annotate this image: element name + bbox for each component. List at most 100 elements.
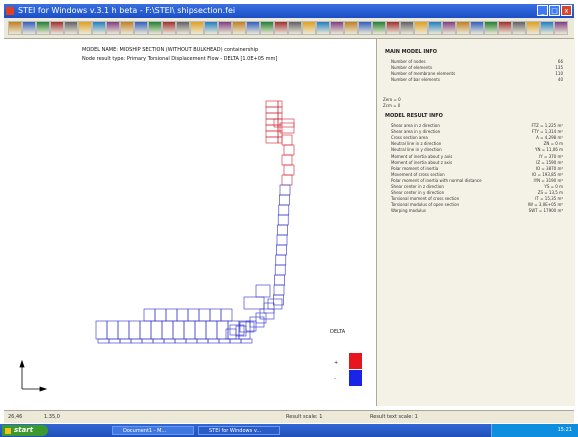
result-value: IY = 370 m⁴: [539, 153, 563, 159]
windows-flag-icon: [5, 428, 11, 434]
toolbar-button-icon[interactable]: [190, 21, 204, 35]
start-button[interactable]: start: [2, 425, 48, 436]
toolbar-button-icon[interactable]: [134, 21, 148, 35]
toolbar-button-icon[interactable]: [316, 21, 330, 35]
taskbar-item-stei[interactable]: STEI for Windows v...: [198, 426, 280, 435]
result-key: Neutral line in z direction: [391, 141, 442, 147]
result-key: Polar moment of inertia: [391, 165, 439, 171]
toolbar-button-icon[interactable]: [50, 21, 64, 35]
mesh-element: [139, 320, 152, 340]
toolbar-button-icon[interactable]: [512, 21, 526, 35]
legend-swatch-negative: [349, 370, 362, 386]
toolbar-button-icon[interactable]: [274, 21, 288, 35]
toolbar-button-icon[interactable]: [64, 21, 78, 35]
status-result-scale: Result scale: 1: [286, 414, 323, 420]
mesh-element: [216, 320, 229, 340]
mesh-element: [154, 308, 167, 322]
toolbar-button-icon[interactable]: [526, 21, 540, 35]
drawing-canvas[interactable]: DELTA + -: [4, 39, 374, 406]
result-row: Cross section area A = 4,298 m²: [391, 135, 563, 140]
toolbar-button-icon[interactable]: [498, 21, 512, 35]
mesh-element: [240, 338, 253, 344]
mesh-element: [278, 204, 290, 216]
status-bar: 26,46 1.35,0 Result scale: 1 Result text…: [4, 410, 574, 423]
result-value: IYN = 3190 m⁴: [533, 177, 563, 183]
mesh-element: [281, 134, 293, 146]
info-key: Number of bar elements: [391, 77, 440, 82]
result-value: ZN = 0 m: [543, 141, 563, 147]
mesh-element: [108, 338, 121, 344]
toolbar-button-icon[interactable]: [442, 21, 456, 35]
toolbar-button-icon[interactable]: [470, 21, 484, 35]
result-key: Shear center in z direction: [391, 184, 444, 189]
result-row: Warping modulus SWT = 17900 m³: [391, 208, 563, 213]
info-row: Number of bar elements 40: [391, 77, 563, 82]
mesh-element: [281, 174, 293, 186]
toolbar-button-icon[interactable]: [232, 21, 246, 35]
toolbar-button-icon[interactable]: [218, 21, 232, 35]
mesh-element: [205, 320, 218, 340]
toolbar-button-icon[interactable]: [456, 21, 470, 35]
mesh-element: [225, 328, 237, 340]
toolbar-button-icon[interactable]: [386, 21, 400, 35]
result-value: YS = 0 m: [544, 184, 563, 189]
toolbar-button-icon[interactable]: [372, 21, 386, 35]
window-titlebar[interactable]: STEI for Windows v.3.1 h beta - F:\STEI\…: [4, 4, 574, 18]
toolbar-button-icon[interactable]: [344, 21, 358, 35]
result-key: Neutral line in y direction: [391, 147, 442, 153]
toolbar-button-icon[interactable]: [540, 21, 554, 35]
toolbar-button-icon[interactable]: [414, 21, 428, 35]
maximize-button[interactable]: □: [549, 5, 560, 16]
toolbar-button-icon[interactable]: [148, 21, 162, 35]
quick-launch[interactable]: [52, 426, 108, 435]
toolbar-button-icon[interactable]: [92, 21, 106, 35]
toolbar-button-icon[interactable]: [302, 21, 316, 35]
result-row: Neutral line in y direction YN = 11,06 m: [391, 147, 563, 152]
toolbar-button-icon[interactable]: [330, 21, 344, 35]
toolbar-button-icon[interactable]: [176, 21, 190, 35]
toolbar-button-icon[interactable]: [554, 21, 568, 35]
toolbar-button-icon[interactable]: [162, 21, 176, 35]
result-info-header: MODEL RESULT INFO: [385, 113, 443, 119]
result-row: Shear area in z direction FTZ = 1,225 m²: [391, 123, 563, 128]
result-row: Shear area in y direction FTY = 1,314 m²: [391, 129, 563, 134]
toolbar-button-icon[interactable]: [8, 21, 22, 35]
minimize-button[interactable]: _: [537, 5, 548, 16]
toolbar-button-icon[interactable]: [484, 21, 498, 35]
result-value: ZS = 13,5 m: [537, 190, 563, 196]
toolbar-button-icon[interactable]: [22, 21, 36, 35]
mesh-element: [277, 112, 283, 120]
mesh-element: [267, 298, 283, 310]
result-row: Polar moment of inertia with normal dist…: [391, 178, 563, 183]
result-key: Moment of inertia about z axis: [391, 159, 453, 165]
result-key: Shear area in y direction: [391, 129, 441, 135]
mesh-negative-region: [95, 184, 291, 344]
toolbar-button-icon[interactable]: [358, 21, 372, 35]
axes-icon: [19, 359, 48, 392]
toolbar-button-icon[interactable]: [204, 21, 218, 35]
mesh-element: [276, 234, 288, 246]
legend-bottom-label: -: [334, 376, 336, 382]
info-value: 40: [557, 77, 563, 82]
toolbar-button-icon[interactable]: [78, 21, 92, 35]
toolbar-button-icon[interactable]: [36, 21, 50, 35]
result-key: Movement of cross section: [391, 171, 445, 177]
model-viewport[interactable]: DELTA + -: [4, 39, 374, 406]
mesh-element: [172, 320, 185, 340]
taskbar-item-document[interactable]: Document1 - M...: [112, 426, 194, 435]
toolbar-button-icon[interactable]: [246, 21, 260, 35]
toolbar-button-icon[interactable]: [288, 21, 302, 35]
info-row: Number of nodes 66: [391, 59, 563, 64]
toolbar-button-icon[interactable]: [260, 21, 274, 35]
mesh-element: [255, 284, 271, 298]
toolbar-button-icon[interactable]: [120, 21, 134, 35]
result-key: Cross section area: [391, 135, 428, 141]
mesh-element: [273, 294, 284, 306]
mesh-element: [263, 302, 275, 314]
close-button[interactable]: x: [561, 5, 572, 16]
result-row: Moment of inertia about z axis IZ = 1590 …: [391, 160, 563, 165]
mesh-element: [273, 284, 285, 296]
toolbar-button-icon[interactable]: [428, 21, 442, 35]
toolbar-button-icon[interactable]: [106, 21, 120, 35]
toolbar-button-icon[interactable]: [400, 21, 414, 35]
